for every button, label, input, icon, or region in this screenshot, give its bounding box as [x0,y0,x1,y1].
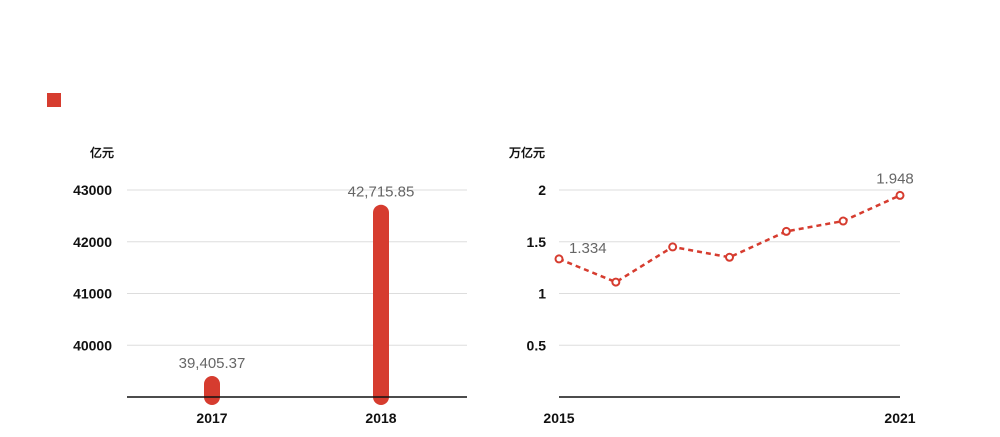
line-y-tick-label: 1.5 [527,234,547,250]
bar-y-tick-label: 41000 [73,286,112,302]
bar-y-tick-label: 42000 [73,234,112,250]
line-point [668,242,678,252]
line-point [781,226,791,236]
line-y-tick-label: 1 [538,286,546,302]
line-y-tick-label: 2 [538,182,546,198]
line-point [725,252,734,262]
legend-swatch [47,93,61,107]
bar-2018 [373,204,389,405]
line-series [558,194,901,284]
line-value-label: 1.948 [876,170,914,187]
line-point [895,190,905,200]
bar-x-tick-label: 2018 [365,410,396,426]
line-x-tick-label: 2021 [884,410,915,426]
line-y-unit-label: 万亿元 [508,145,545,160]
line-point [838,216,848,226]
bar-2017 [204,376,220,405]
line-point [554,254,564,264]
bar-x-tick-label: 2017 [196,410,227,426]
line-chart: 万亿元 0.5 1 1.5 2 1.334 1.948 2015 2021 [508,145,916,426]
bar-y-tick-label: 43000 [73,182,112,198]
line-y-tick-label: 0.5 [527,337,547,353]
bar-value-label: 39,405.37 [179,355,246,372]
bar-y-tick-label: 40000 [73,337,112,353]
line-value-label: 1.334 [569,240,607,257]
bar-y-unit-label: 亿元 [90,145,114,160]
line-x-tick-label: 2015 [543,410,574,426]
bar-value-label: 42,715.85 [348,184,415,201]
bar-chart: 亿元 40000 41000 42000 43000 39,405.37 2017 42,7… [73,145,467,426]
line-point [611,277,621,287]
